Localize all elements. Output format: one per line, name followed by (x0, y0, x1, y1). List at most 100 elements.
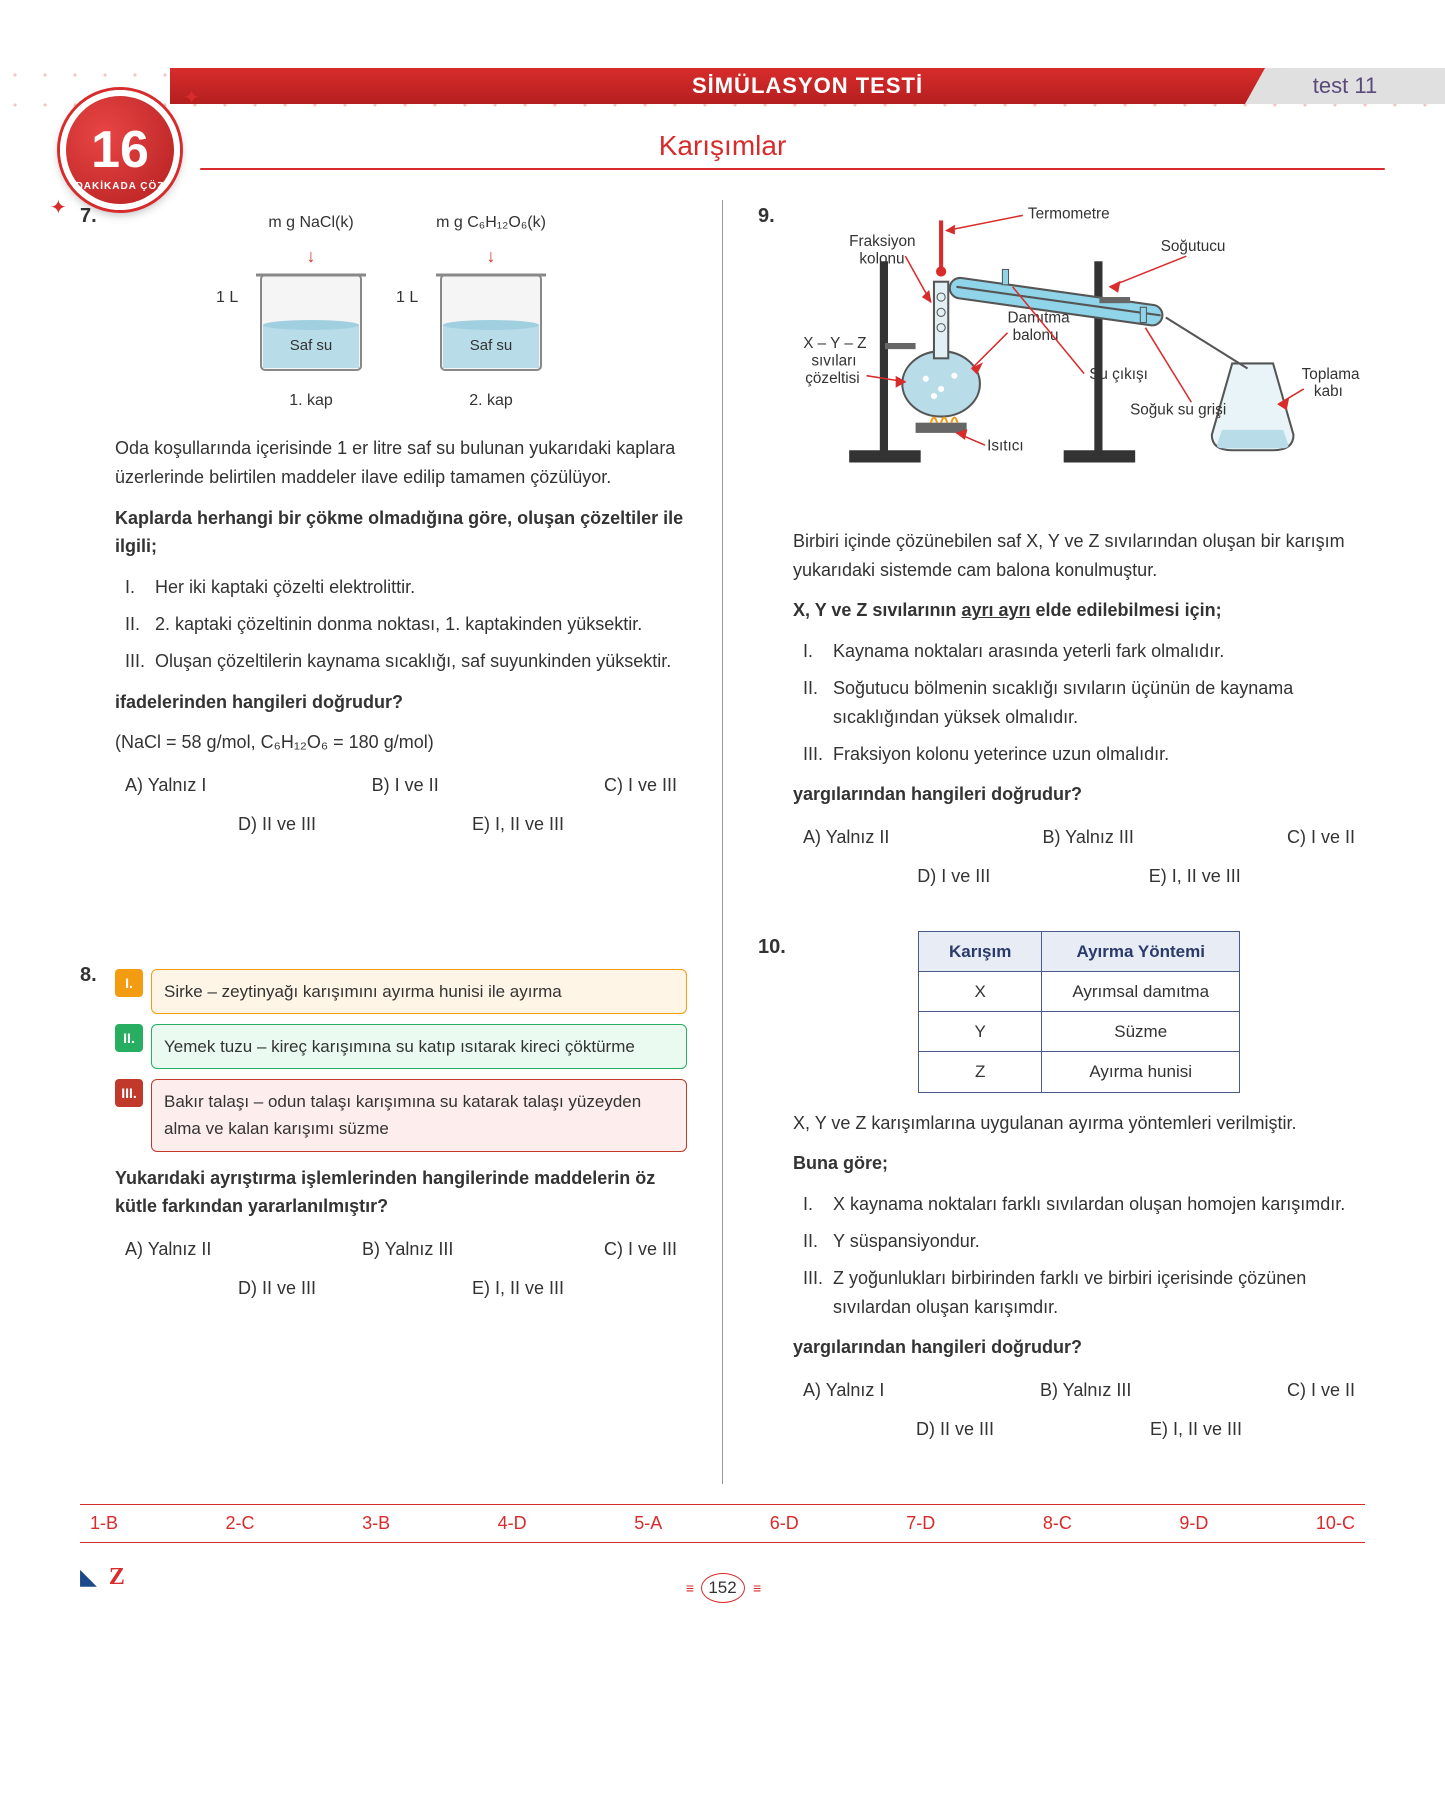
q10-opt-a[interactable]: A) Yalnız I (803, 1376, 884, 1405)
q7-which: ifadelerinden hangileri doğrudur? (115, 688, 687, 717)
q9-opt-c[interactable]: C) I ve II (1287, 823, 1355, 852)
answer-key: 1-B 2-C 3-B 4-D 5-A 6-D 7-D 8-C 9-D 10-C (80, 1504, 1365, 1543)
svg-text:Isıtıcı: Isıtıcı (987, 437, 1024, 454)
q9-opt-a[interactable]: A) Yalnız II (803, 823, 889, 852)
q10-iii: Z yoğunlukları birbirinden farklı ve bir… (833, 1264, 1365, 1322)
svg-text:Saf su: Saf su (290, 337, 333, 354)
beaker1-label: m g NaCl(k) (246, 210, 376, 236)
underline (200, 168, 1385, 170)
subtitle-row: Karışımlar (0, 130, 1445, 170)
q10-th1: Karışım (918, 931, 1041, 971)
svg-text:kabı: kabı (1314, 383, 1343, 400)
q10-opt-e[interactable]: E) I, II ve III (1150, 1415, 1242, 1444)
svg-text:sıvıları: sıvıları (811, 352, 856, 369)
q7-opt-e[interactable]: E) I, II ve III (472, 810, 564, 839)
svg-text:Fraksiyon: Fraksiyon (849, 233, 915, 250)
q9-opt-b[interactable]: B) Yalnız III (1043, 823, 1134, 852)
q9-number: 9. (758, 200, 788, 232)
beaker2-label: m g C₆H₁₂O₆(k) (426, 210, 556, 236)
svg-text:Termometre: Termometre (1028, 205, 1110, 222)
table-row: X Ayrımsal damıtma (918, 971, 1239, 1011)
q10-table: Karışım Ayırma Yöntemi X Ayrımsal damıtm… (918, 931, 1240, 1093)
logo-triangle-icon: ◣ (80, 1564, 97, 1590)
q8-opt-b[interactable]: B) Yalnız III (362, 1235, 453, 1264)
q7-options-row1: A) Yalnız I B) I ve II C) I ve III (115, 771, 687, 800)
q9-opt-d[interactable]: D) I ve III (917, 862, 990, 891)
q7-opt-c[interactable]: C) I ve III (604, 771, 677, 800)
q9-which: yargılarından hangileri doğrudur? (793, 780, 1365, 809)
q7-opt-a[interactable]: A) Yalnız I (125, 771, 206, 800)
question-9: 9. (758, 200, 1365, 891)
ans-1: 1-B (90, 1513, 118, 1534)
q10-xv: Ayrımsal damıtma (1042, 971, 1240, 1011)
ans-3: 3-B (362, 1513, 390, 1534)
ans-8: 8-C (1043, 1513, 1072, 1534)
q10-th2: Ayırma Yöntemi (1042, 931, 1240, 971)
q7-opt-d[interactable]: D) II ve III (238, 810, 316, 839)
publisher-logos: ◣ Z (80, 1564, 125, 1591)
beaker-figure: m g NaCl(k) ↓ Saf su 1 L 1. kap (115, 210, 687, 414)
test-number-tab: test 11 (1245, 68, 1445, 104)
q10-opt-b[interactable]: B) Yalnız III (1040, 1376, 1131, 1405)
q10-opt-d[interactable]: D) II ve III (916, 1415, 994, 1444)
q10-z: Z (918, 1052, 1041, 1092)
question-10: 10. Karışım Ayırma Yöntemi X Ayrımsal da… (758, 931, 1365, 1444)
q8-question: Yukarıdaki ayrıştırma işlemlerinden hang… (115, 1164, 687, 1222)
ray-left-icon: ≡ (686, 1580, 692, 1596)
ans-10: 10-C (1316, 1513, 1355, 1534)
q10-which: yargılarından hangileri doğrudur? (793, 1333, 1365, 1362)
q7-intro: Oda koşullarında içerisinde 1 er litre s… (115, 434, 687, 492)
q9-ii: Soğutucu bölmenin sıcaklığı sıvıların üç… (833, 674, 1365, 732)
badge-number: 16 (91, 120, 149, 180)
q10-x: X (918, 971, 1041, 1011)
q7-statements: I.Her iki kaptaki çözelti elektrolittir.… (115, 573, 687, 675)
arrow-down-icon: ↓ (426, 242, 556, 271)
q9-options-row1: A) Yalnız II B) Yalnız III C) I ve II (793, 823, 1365, 852)
svg-text:Toplama: Toplama (1302, 366, 1360, 383)
q9-i: Kaynama noktaları arasında yeterli fark … (833, 637, 1224, 666)
svg-text:X – Y – Z: X – Y – Z (803, 335, 866, 352)
left-column: 7. m g NaCl(k) ↓ Saf su 1 L (80, 200, 687, 1484)
content-area: 7. m g NaCl(k) ↓ Saf su 1 L (0, 170, 1445, 1494)
header-bar: SİMÜLASYON TESTİ test 11 (0, 60, 1445, 112)
topic-subtitle: Karışımlar (659, 130, 787, 161)
q7-iii: Oluşan çözeltilerin kaynama sıcaklığı, s… (155, 647, 671, 676)
question-8: 8. I. Sirke – zeytinyağı karışımını ayır… (80, 959, 687, 1303)
q7-opt-b[interactable]: B) I ve II (372, 771, 439, 800)
q8-opt-c[interactable]: C) I ve III (604, 1235, 677, 1264)
ans-6: 6-D (770, 1513, 799, 1534)
ray-right-icon: ≡ (753, 1580, 759, 1596)
svg-text:çözeltisi: çözeltisi (805, 370, 859, 387)
q7-i: Her iki kaptaki çözelti elektrolittir. (155, 573, 415, 602)
page-footer: ◣ Z ≡ 152 ≡ (0, 1573, 1445, 1603)
time-badge: ✦ ✦ 16 DAKİKADA ÇÖZ (60, 90, 195, 225)
arrow-down-icon: ↓ (246, 242, 376, 271)
q10-buna: Buna göre; (793, 1149, 1365, 1178)
svg-text:Soğuk su grişi: Soğuk su grişi (1130, 402, 1226, 419)
spark-icon: ✦ (50, 195, 67, 220)
beaker2-caption: 2. kap (426, 388, 556, 414)
page-number: 152 (701, 1573, 745, 1603)
right-column: 9. (758, 200, 1365, 1484)
logo-z-icon: Z (109, 1564, 125, 1591)
beaker-1-svg: Saf su (246, 270, 376, 380)
q8-box-3: III. Bakır talaşı – odun talaşı karışımı… (115, 1079, 687, 1151)
q10-ii: Y süspansiyondur. (833, 1227, 980, 1256)
q8-tag-2: II. (115, 1024, 143, 1052)
q8-number: 8. (80, 959, 110, 991)
q8-opt-a[interactable]: A) Yalnız II (125, 1235, 211, 1264)
ans-7: 7-D (906, 1513, 935, 1534)
q8-opt-e[interactable]: E) I, II ve III (472, 1274, 564, 1303)
q10-y: Y (918, 1012, 1041, 1052)
q9-opt-e[interactable]: E) I, II ve III (1149, 862, 1241, 891)
svg-text:Su çıkışı: Su çıkışı (1089, 366, 1148, 383)
q9-bold: X, Y ve Z sıvılarının ayrı ayrı elde edi… (793, 596, 1365, 625)
q8-tag-3: III. (115, 1079, 143, 1107)
q10-opt-c[interactable]: C) I ve II (1287, 1376, 1355, 1405)
q8-tag-1: I. (115, 969, 143, 997)
spark-icon: ✦ (183, 85, 200, 110)
q8-opt-d[interactable]: D) II ve III (238, 1274, 316, 1303)
q8-options-row2: D) II ve III E) I, II ve III (115, 1274, 687, 1303)
q10-options-row1: A) Yalnız I B) Yalnız III C) I ve II (793, 1376, 1365, 1405)
q10-i: X kaynama noktaları farklı sıvılardan ol… (833, 1190, 1345, 1219)
